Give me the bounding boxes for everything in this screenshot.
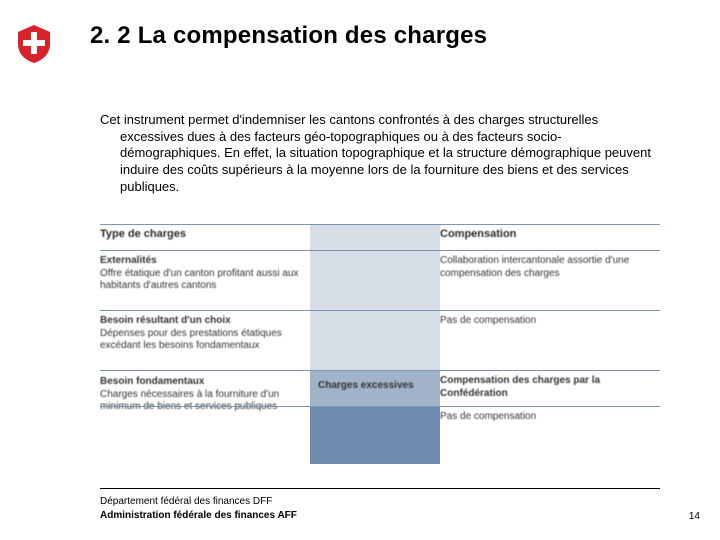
diagram-row-line [100, 310, 660, 311]
diagram-left-desc: Offre étatique d'un canton profitant aus… [100, 268, 300, 293]
diagram-right-title: Compensation des charges par la Confédér… [440, 375, 650, 400]
diagram-header-right: Compensation [440, 228, 516, 240]
diagram-left-desc: Charges nécessaires à la fourniture d'un… [100, 389, 300, 414]
diagram-left-cell: ExternalitésOffre étatique d'un canton p… [100, 255, 300, 293]
diagram-mid-block [310, 224, 440, 250]
diagram-mid-block [310, 406, 440, 464]
diagram-left-cell: Besoin fondamentauxCharges nécessaires à… [100, 376, 300, 414]
diagram-row-line [100, 406, 660, 407]
diagram-left-cell: Besoin résultant d'un choixDépenses pour… [100, 315, 300, 353]
diagram-mid-block [310, 310, 440, 370]
diagram-right-cell: Pas de compensation [440, 315, 650, 328]
diagram-right-cell: Compensation des charges par la Confédér… [440, 375, 650, 400]
page-title: 2. 2 La compensation des charges [90, 22, 487, 50]
diagram-row-line [100, 250, 660, 251]
diagram-left-desc: Dépenses pour des prestations étatiques … [100, 328, 300, 353]
diagram-row-line [100, 224, 660, 225]
diagram-col-mid: Charges excessives [310, 224, 440, 472]
diagram-left-title: Besoin résultant d'un choix [100, 315, 300, 328]
footer-rule [100, 488, 660, 489]
swiss-logo [14, 24, 54, 64]
page-number: 14 [689, 511, 700, 522]
body-paragraph-text: Cet instrument permet d'indemniser les c… [100, 112, 660, 195]
diagram-right-cell: Collaboration intercantonale assortie d'… [440, 255, 650, 280]
diagram-right-desc: Collaboration intercantonale assortie d'… [440, 255, 650, 280]
charges-diagram: Type de charges ExternalitésOffre étatiqu… [100, 224, 660, 472]
diagram-right-cell: Pas de compensation [440, 411, 650, 424]
footer-line1: Département fédéral des finances DFF [100, 495, 660, 509]
diagram-col-right: Compensation Collaboration intercantonale… [440, 224, 660, 472]
body-paragraph: Cet instrument permet d'indemniser les c… [100, 112, 660, 195]
diagram-right-desc: Pas de compensation [440, 411, 650, 424]
diagram-mid-label: Charges excessives [318, 380, 414, 393]
footer-line2: Administration fédérale des finances AFF [100, 509, 660, 523]
diagram-left-title: Externalités [100, 255, 300, 268]
diagram-mid-block: Charges excessives [310, 370, 440, 406]
diagram-right-desc: Pas de compensation [440, 315, 650, 328]
diagram-left-title: Besoin fondamentaux [100, 376, 300, 389]
footer: Département fédéral des finances DFF Adm… [100, 488, 660, 522]
diagram-mid-block [310, 250, 440, 310]
diagram-header-left: Type de charges [100, 228, 186, 240]
diagram-col-left: Type de charges ExternalitésOffre étatiqu… [100, 224, 310, 472]
diagram-row-line [100, 370, 660, 371]
